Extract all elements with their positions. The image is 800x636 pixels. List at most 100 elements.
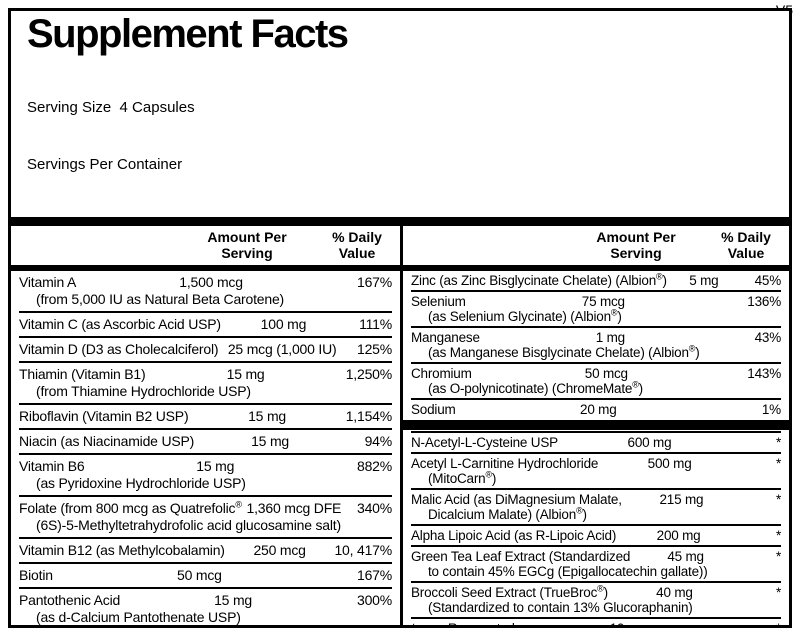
daily-value: 340% — [356, 500, 392, 516]
table-row: Alpha Lipoic Acid (as R-Lipoic Acid) 200 … — [411, 524, 781, 545]
nutrient-detail: (from 5,000 IU as Natural Beta Carotene) — [36, 291, 285, 307]
nutrient-rows-left: Vitamin A 1,500 mcg 167% (from 5,000 IU as … — [11, 271, 400, 625]
amount-value: 10 mg — [515, 621, 741, 625]
amount-per-serving-header: Amount Per Serving — [596, 229, 676, 261]
section-separator-bar — [403, 420, 789, 430]
table-row: trans -Resveratrol10 mg*(from Polygonum … — [411, 617, 781, 625]
facts-column-left: Amount Per Serving % Daily Value Vitamin A… — [11, 217, 400, 625]
daily-value: 136% — [747, 294, 781, 309]
nutrient-name: Vitamin C (as Ascorbic Acid USP) — [19, 316, 221, 332]
nutrient-name: Malic Acid (as DiMagnesium Malate, — [411, 492, 622, 507]
amount-value: 45 mg — [667, 549, 704, 564]
nutrient-name: Riboflavin (Vitamin B2 USP) — [19, 408, 189, 424]
daily-value-header: % Daily Value — [721, 229, 771, 261]
nutrient-name: Biotin — [19, 567, 53, 583]
servings-per-container-line: Servings Per Container — [27, 156, 183, 173]
header-bar-bottom — [403, 265, 789, 271]
daily-value: * — [775, 492, 781, 507]
registered-trademark-symbol: ® — [688, 343, 696, 354]
nutrient-name: Niacin (as Niacinamide USP) — [19, 433, 195, 449]
panel-header: Supplement Facts Serving Size 4 Capsules… — [11, 11, 789, 212]
column-header-left: Amount Per Serving % Daily Value — [11, 226, 400, 265]
amount-per-serving-header: Amount Per Serving — [207, 229, 287, 261]
nutrient-name: Green Tea Leaf Extract (Standardized — [411, 549, 631, 564]
registered-trademark-symbol: ® — [597, 583, 604, 594]
amount-value: 5 mg — [689, 273, 719, 288]
table-row: Pantothenic Acid 15 mg 300% (as d-Calcium P… — [19, 587, 392, 625]
table-row: Acetyl L-Carnitine Hydrochloride 500 mg * (… — [411, 452, 781, 488]
daily-value: 10, 417% — [334, 542, 392, 558]
nutrient-name: Thiamin (Vitamin B1) — [19, 366, 146, 382]
registered-trademark-symbol: ® — [485, 469, 492, 480]
daily-value: 1,250% — [345, 366, 392, 382]
nutrient-name: N-Acetyl-L-Cysteine USP — [411, 435, 558, 450]
registered-trademark-symbol: ® — [632, 379, 639, 390]
table-row: Vitamin D (D3 as Cholecalciferol) 25 mcg … — [19, 336, 392, 361]
supplement-facts-panel: Supplement Facts Serving Size 4 Capsules… — [8, 8, 792, 628]
amount-value: 40 mg — [656, 585, 693, 600]
amount-value: 15 mg — [248, 408, 287, 424]
daily-value: * — [775, 435, 781, 450]
amount-value: 500 mg — [647, 456, 692, 471]
registered-trademark-symbol: ® — [235, 499, 242, 510]
amount-value: 15 mg — [196, 458, 235, 474]
daily-value: * — [775, 456, 781, 471]
nutrient-name: Chromium — [411, 366, 472, 381]
amount-value: 100 mg — [260, 316, 307, 332]
nutrient-name: Pantothenic Acid — [19, 592, 121, 608]
amount-value: 50 mcg — [584, 366, 628, 381]
header-bar-bottom — [11, 265, 400, 271]
facts-columns: Amount Per Serving % Daily Value Vitamin A… — [11, 217, 789, 625]
daily-value: 45% — [754, 273, 782, 288]
nutrient-name: Selenium — [411, 294, 466, 309]
nutrient-detail: to contain 45% EGCg (Epigallocatechin ga… — [428, 564, 708, 579]
table-row: Zinc (as Zinc Bisglycinate Chelate) (Alb… — [411, 271, 781, 290]
nutrient-detail: (Standardized to contain 13% Glucoraphan… — [428, 600, 693, 615]
nutrient-detail: (as Pyridoxine Hydrochloride USP) — [36, 475, 246, 491]
daily-value: 111% — [359, 316, 392, 332]
amount-value: 1,500 mcg — [179, 274, 243, 290]
table-row: Malic Acid (as DiMagnesium Malate, 215 mg… — [411, 488, 781, 524]
daily-value: 43% — [754, 330, 782, 345]
daily-value: * — [775, 528, 781, 543]
nutrient-name: Folate (from 800 mcg as Quatrefolic® — [19, 499, 242, 516]
daily-value: * — [741, 621, 781, 625]
daily-value: 1,154% — [345, 408, 392, 424]
nutrient-name: Acetyl L-Carnitine Hydrochloride — [411, 456, 599, 471]
amount-value: 1,360 mcg DFE — [246, 500, 342, 516]
amount-value: 215 mg — [659, 492, 704, 507]
nutrient-detail: (as Manganese Bisglycinate Chelate) (Alb… — [428, 343, 700, 360]
daily-value: 143% — [747, 366, 781, 381]
nutrient-name: Manganese — [411, 330, 480, 345]
registered-trademark-symbol: ® — [610, 307, 618, 318]
panel-title: Supplement Facts — [27, 12, 349, 56]
nutrient-name: Broccoli Seed Extract (TrueBroc®) — [411, 583, 608, 600]
nutrient-detail: Dicalcium Malate) (Albion®) — [428, 505, 587, 522]
daily-value: 94% — [364, 433, 393, 449]
column-header-right: Amount Per Serving % Daily Value — [403, 226, 789, 265]
header-bar-top — [403, 217, 789, 226]
amount-value: 15 mg — [214, 592, 253, 608]
nutrient-detail: (as Selenium Glycinate) (Albion®) — [428, 307, 622, 324]
table-row: Green Tea Leaf Extract (Standardized 45 m… — [411, 545, 781, 581]
amount-value: 600 mg — [627, 435, 672, 450]
table-row: Biotin 50 mcg 167% — [19, 562, 392, 587]
nutrient-name: Vitamin B12 (as Methylcobalamin) — [19, 542, 225, 558]
table-row: N-Acetyl-L-Cysteine USP 600 mg * — [411, 431, 781, 452]
table-row: Riboflavin (Vitamin B2 USP) 15 mg 1,154% — [19, 403, 392, 428]
nutrient-name: trans -Resveratrol — [411, 621, 515, 625]
amount-value: 75 mcg — [581, 294, 625, 309]
registered-trademark-symbol: ® — [656, 271, 663, 282]
table-row: Thiamin (Vitamin B1) 15 mg 1,250% (from Thi… — [19, 361, 392, 403]
table-row: Vitamin C (as Ascorbic Acid USP) 100 mg 11… — [19, 311, 392, 336]
serving-size-line: Serving Size 4 Capsules — [27, 99, 195, 116]
daily-value: 882% — [356, 458, 392, 474]
nutrient-name: Vitamin A — [19, 274, 77, 290]
table-row: Vitamin A 1,500 mcg 167% (from 5,000 IU as … — [19, 271, 392, 311]
amount-value: 250 mcg — [253, 542, 306, 558]
amount-value: 15 mg — [251, 433, 290, 449]
nutrient-detail: (MitoCarn®) — [428, 469, 497, 486]
table-row: Selenium 75 mcg 136% (as Selenium Glycinate… — [411, 290, 781, 326]
nutrient-detail: (from Thiamine Hydrochloride USP) — [36, 383, 251, 399]
nutrient-rows-right: Zinc (as Zinc Bisglycinate Chelate) (Alb… — [403, 271, 789, 625]
